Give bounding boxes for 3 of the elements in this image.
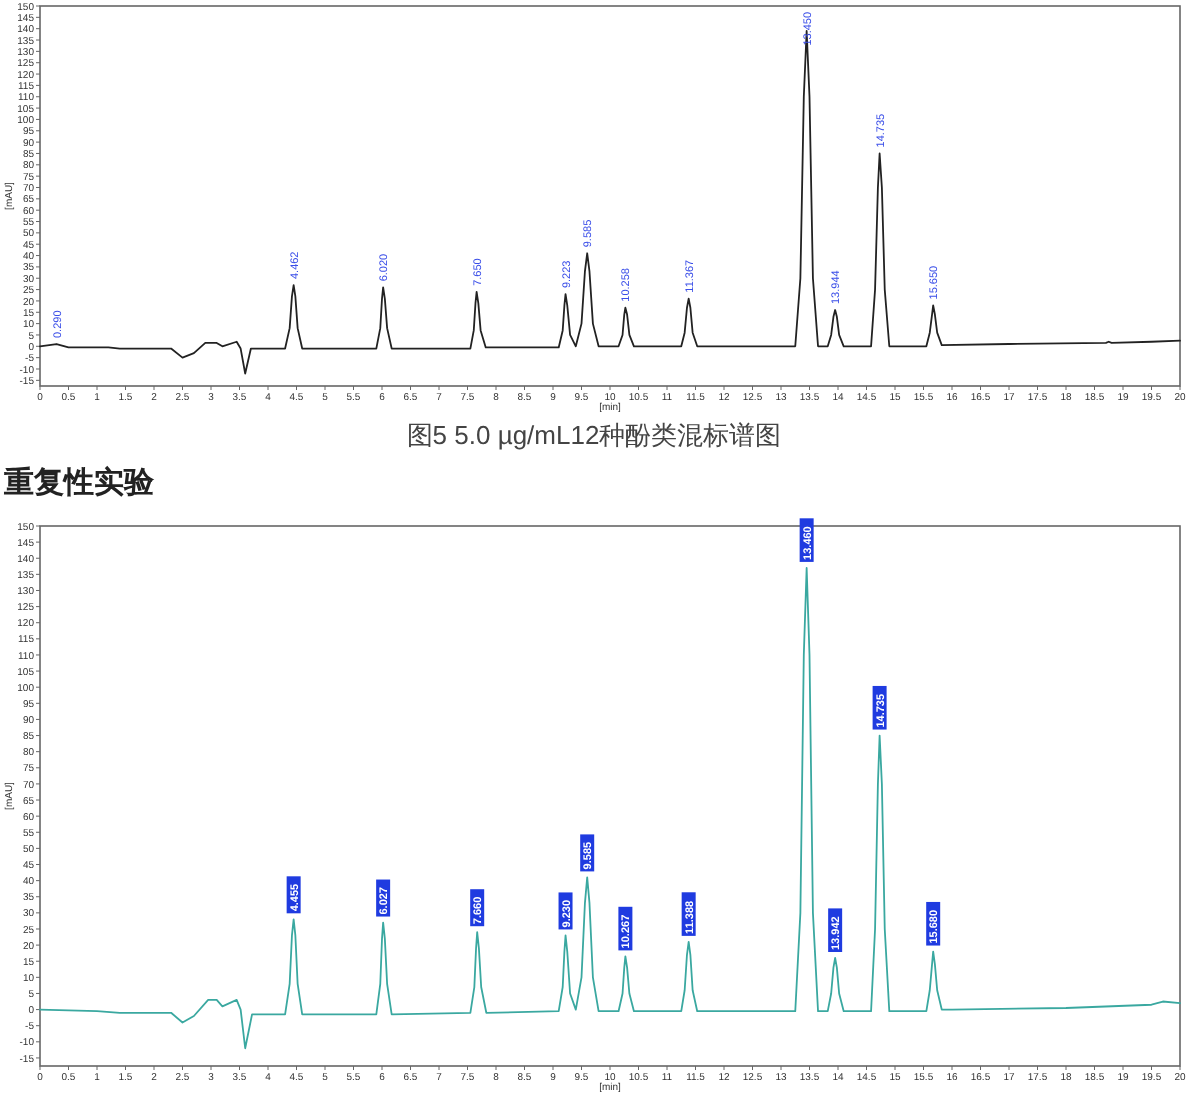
chart-title: 重复性实验	[2, 464, 156, 500]
caption: 图5 5.0 µg/mL12种酚类混标谱图	[406, 420, 782, 450]
line-series	[39, 567, 1181, 1050]
